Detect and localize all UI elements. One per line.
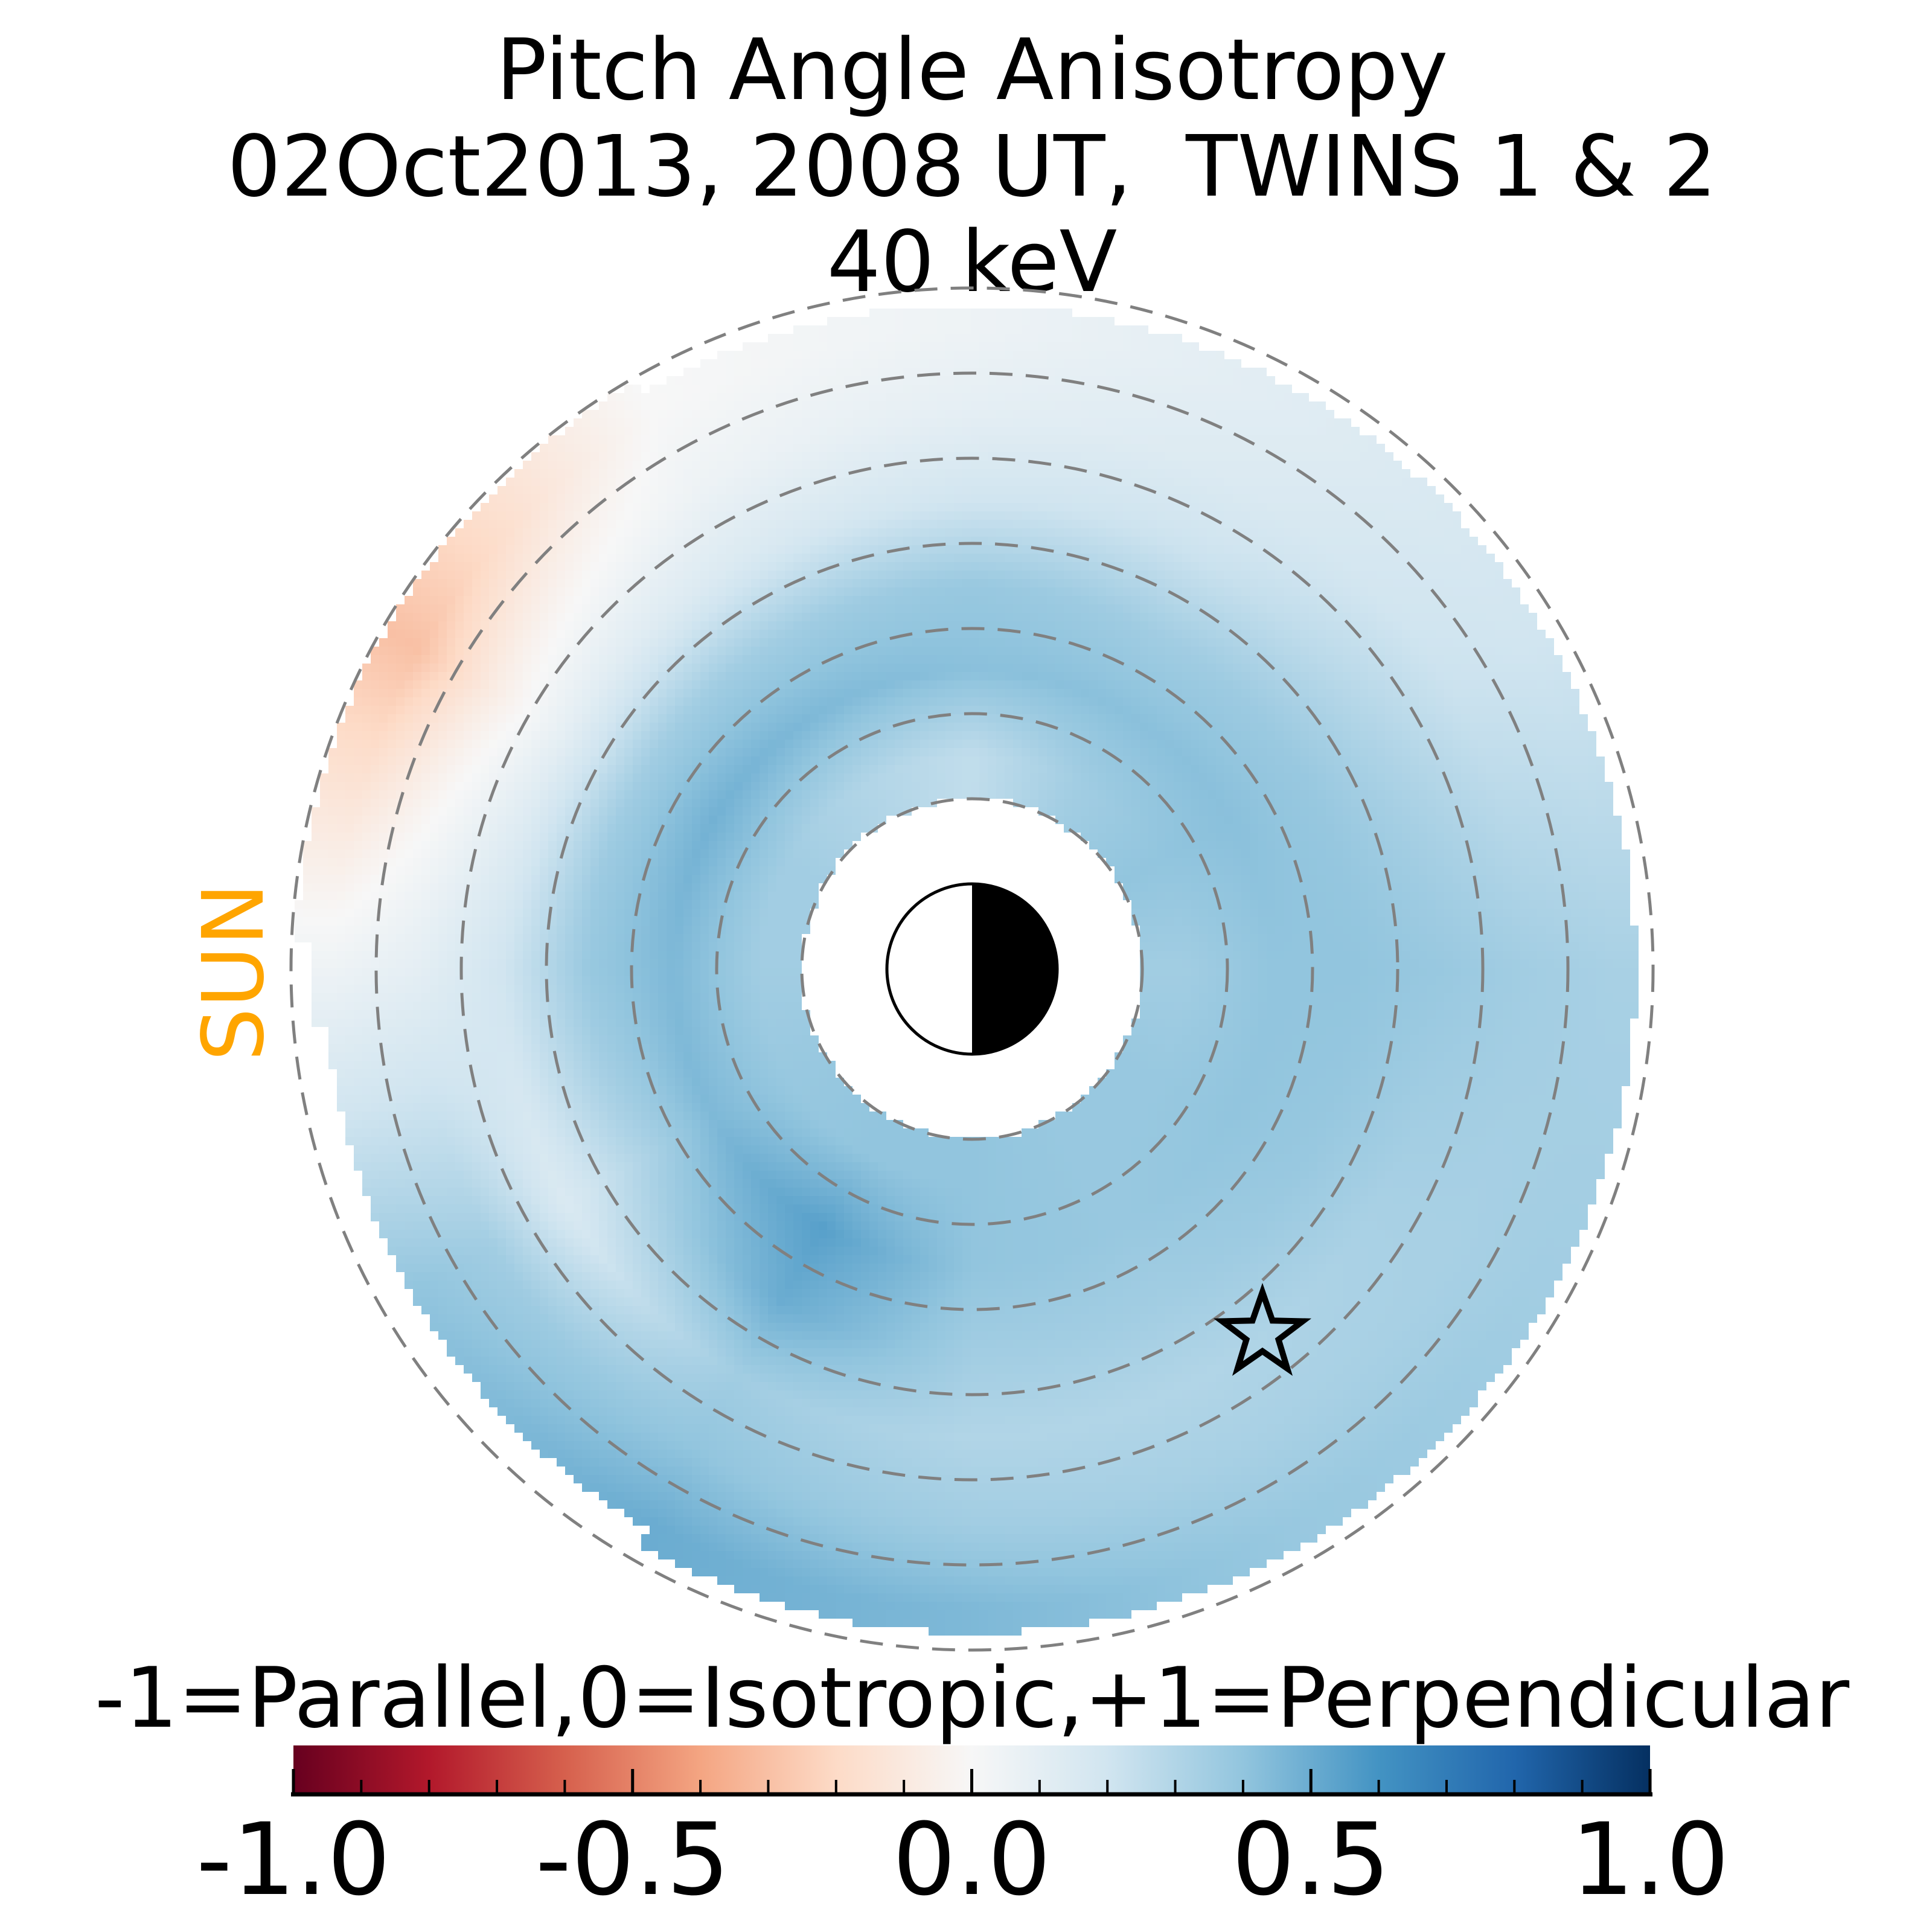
title-line-2: 02Oct2013, 2008 UT, TWINS 1 & 2: [227, 118, 1716, 216]
dashed-circle: [800, 797, 1144, 1141]
star-marker-icon: [1213, 1282, 1312, 1376]
dashed-circle: [715, 712, 1229, 1226]
colorbar-tick-label: -0.5: [536, 1802, 730, 1918]
colorbar-tick-label: 0.5: [1232, 1802, 1390, 1918]
dashed-circle: [459, 456, 1485, 1482]
colorbar-label: -1=Parallel,0=Isotropic,+1=Perpendicular: [95, 1649, 1849, 1747]
colorbar-ticks: [292, 1769, 1652, 1793]
colorbar-tick-labels: -1.0 -0.5 0.0 0.5 1.0: [196, 1802, 1729, 1918]
colorbar-tick-label: 1.0: [1571, 1802, 1729, 1918]
earth-icon: [885, 882, 1059, 1056]
sun-label: SUN: [185, 883, 283, 1061]
dashed-distance-circles: [289, 286, 1655, 1652]
colorbar-tick-label: 0.0: [892, 1802, 1051, 1918]
dashed-circle: [545, 542, 1399, 1396]
dashed-circle: [289, 286, 1655, 1652]
dashed-circle: [374, 371, 1570, 1567]
title-line-1: Pitch Angle Anisotropy: [496, 21, 1448, 120]
dashed-circle: [630, 627, 1314, 1311]
colorbar-tick-label: -1.0: [196, 1802, 391, 1918]
